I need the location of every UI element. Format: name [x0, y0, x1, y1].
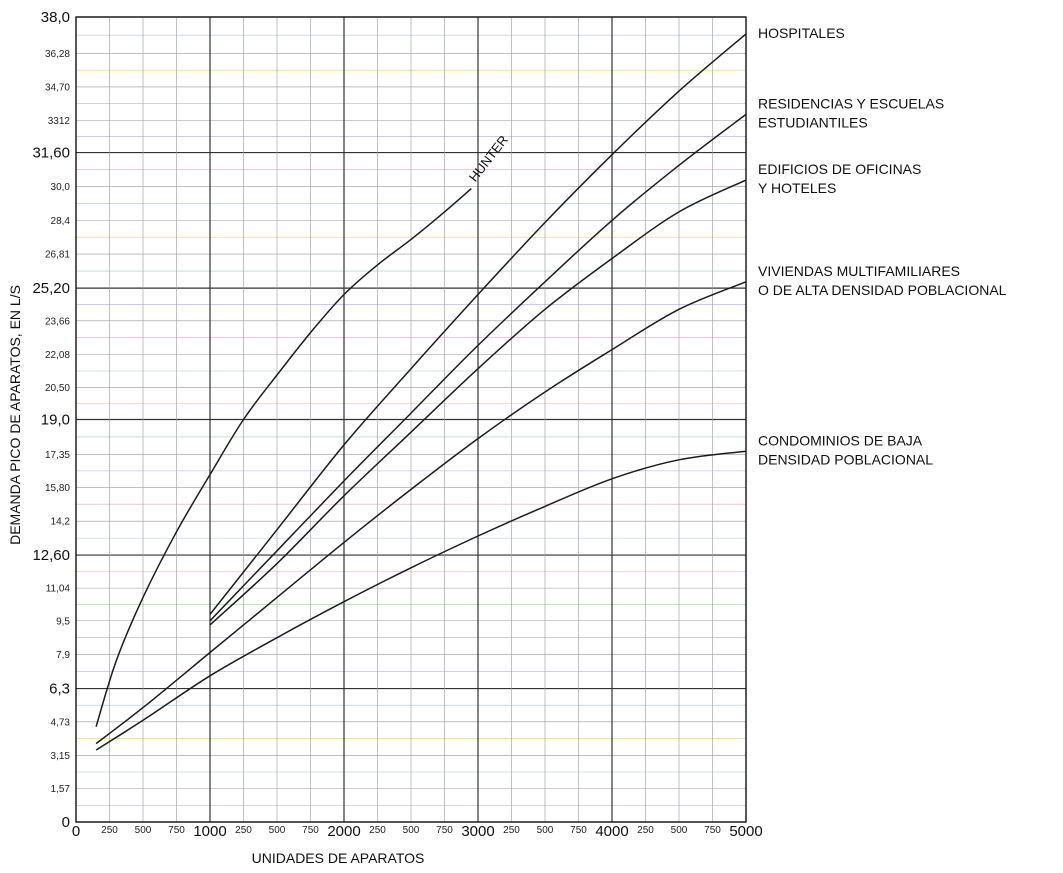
x-tick-label: 0: [72, 823, 80, 840]
y-tick-labels: 0 1,57 3,15 4,73 6,3 7,9 9,5 11,04 12,60 14,2 15,8…: [32, 9, 70, 831]
x-tick-label: 4000: [595, 823, 628, 840]
plot-frame: [75, 16, 747, 823]
y-tick-label: 31,60: [32, 145, 70, 162]
series-line-viviendas-multifamiliares-o-de-alta-densidad-poblacional: [95, 281, 747, 745]
y-tick-label: 22,08: [45, 350, 70, 361]
y-tick-label: 9,5: [56, 616, 70, 627]
y-tick-label: 38,0: [41, 9, 70, 26]
x-tick-label: 250: [369, 825, 386, 836]
y-tick-label: 11,04: [46, 584, 71, 595]
x-tick-label: 5000: [729, 823, 762, 840]
y-tick-label: 3,15: [51, 751, 71, 762]
x-tick-label: 750: [168, 825, 185, 836]
y-tick-label: 34,70: [45, 82, 70, 93]
y-tick-label: 7,9: [56, 650, 70, 661]
curves: [95, 33, 747, 751]
series-label-viviendas-multifamiliares-o-de-alta-densidad-poblacional: O DE ALTA DENSIDAD POBLACIONAL: [758, 282, 1007, 298]
x-axis-label: UNIDADES DE APARATOS: [252, 850, 425, 866]
y-tick-label: 23,66: [45, 316, 70, 327]
x-tick-label: 750: [302, 825, 319, 836]
x-tick-label: 750: [704, 825, 721, 836]
x-tick-label: 250: [503, 825, 520, 836]
x-tick-label: 3000: [461, 823, 494, 840]
y-tick-label: 1,57: [51, 784, 71, 795]
x-tick-label: 750: [436, 825, 453, 836]
series-label-viviendas-multifamiliares-o-de-alta-densidad-poblacional: VIVIENDAS MULTIFAMILIARES: [758, 263, 960, 279]
y-tick-label: 20,50: [45, 383, 70, 394]
series-line-residencias-y-escuelas-estudiantiles: [209, 113, 747, 622]
y-tick-label: 36,28: [45, 49, 70, 60]
x-tick-labels: 0 250 500 750 1000 250 500 750 2000 250 500 750 3000…: [72, 823, 763, 840]
series-label-residencias-y-escuelas-estudiantiles: ESTUDIANTILES: [758, 114, 868, 130]
x-tick-label: 250: [101, 825, 118, 836]
y-tick-label: 19,0: [41, 412, 70, 429]
series-line-condominios-de-baja-densidad-poblacional: [95, 450, 747, 751]
series-label-residencias-y-escuelas-estudiantiles: RESIDENCIAS Y ESCUELAS: [758, 95, 944, 111]
y-tick-label: 14,2: [51, 517, 71, 528]
y-tick-label: 28,4: [51, 216, 71, 227]
y-tick-label: 26,81: [45, 250, 70, 261]
x-tick-label: 500: [671, 825, 688, 836]
series-line-edificios-de-oficinas-y-hoteles: [209, 179, 747, 626]
series-label-condominios-de-baja-densidad-poblacional: CONDOMINIOS DE BAJA: [758, 432, 923, 448]
y-tick-label: 15,80: [45, 483, 70, 494]
y-tick-label: 4,73: [51, 717, 71, 728]
x-tick-label: 500: [269, 825, 286, 836]
series-line-hospitales: [209, 33, 747, 615]
grid: [75, 16, 747, 823]
y-tick-label: 12,60: [32, 547, 70, 564]
x-tick-label: 250: [235, 825, 252, 836]
series-label-edificios-de-oficinas-y-hoteles: Y HOTELES: [758, 180, 836, 196]
x-tick-label: 750: [570, 825, 587, 836]
y-tick-label: 6,3: [49, 681, 70, 698]
y-tick-label: 25,20: [32, 280, 70, 297]
x-tick-label: 500: [537, 825, 554, 836]
series-label-hospitales: HOSPITALES: [758, 25, 845, 41]
series-line-hunter: [95, 188, 472, 727]
y-tick-label: 17,35: [45, 450, 70, 461]
series-label-edificios-de-oficinas-y-hoteles: EDIFICIOS DE OFICINAS: [758, 161, 921, 177]
y-axis-label: DEMANDA PICO DE APARATOS, EN L/S: [7, 285, 23, 545]
y-tick-label: 0: [62, 814, 70, 831]
y-tick-label: 30,0: [51, 182, 71, 193]
series-label-condominios-de-baja-densidad-poblacional: DENSIDAD POBLACIONAL: [758, 451, 933, 467]
x-tick-label: 500: [403, 825, 420, 836]
x-tick-label: 1000: [193, 823, 226, 840]
x-tick-label: 250: [637, 825, 654, 836]
x-tick-label: 2000: [327, 823, 360, 840]
y-tick-label: 3312: [48, 116, 71, 127]
x-tick-label: 500: [135, 825, 152, 836]
